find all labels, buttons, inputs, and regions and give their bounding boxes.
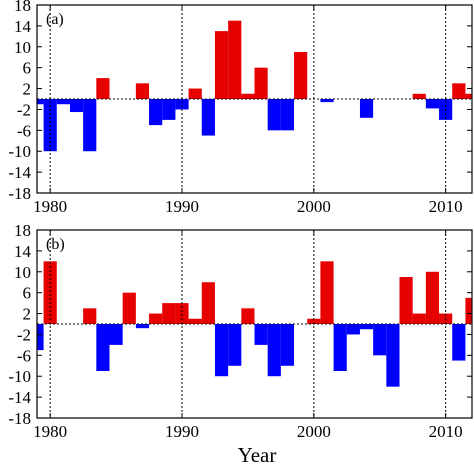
y-tick-label: 2 <box>23 305 32 324</box>
bar-1993 <box>214 31 229 99</box>
bar-2011 <box>452 83 466 99</box>
y-tick-label: -18 <box>8 184 31 203</box>
bar-1995 <box>241 308 255 324</box>
y-tick-label: 14 <box>14 242 32 261</box>
x-tick-label: 2010 <box>429 422 463 441</box>
bar-1987 <box>135 324 150 329</box>
y-tick-label: 6 <box>23 59 32 78</box>
bar-1982 <box>69 99 84 113</box>
bar-2007 <box>399 277 413 324</box>
x-tick-label: 2010 <box>429 197 463 216</box>
y-tick-label: -14 <box>8 163 31 182</box>
bar-2002 <box>333 324 347 371</box>
y-tick-label: 14 <box>14 17 32 36</box>
bar-2011 <box>452 324 466 361</box>
bar-1984 <box>96 324 110 371</box>
bar-1985 <box>109 324 123 345</box>
bar-2004 <box>359 324 374 330</box>
bar-1989 <box>162 99 176 120</box>
bar-2000 <box>307 318 321 324</box>
bar-1997 <box>267 324 281 377</box>
y-tick-label: 6 <box>23 284 32 303</box>
y-tick-label: -6 <box>17 346 31 365</box>
y-tick-label: 2 <box>23 80 32 99</box>
y-tick-label: -2 <box>17 100 31 119</box>
bar-1983 <box>83 308 97 324</box>
y-tick-label: -2 <box>17 325 31 344</box>
bar-2001 <box>320 99 334 103</box>
x-tick-label: 1990 <box>165 197 199 216</box>
bar-1990 <box>175 303 189 324</box>
y-tick-label: 18 <box>14 0 31 15</box>
bar-1983 <box>83 99 97 152</box>
y-tick-label: -10 <box>8 367 31 386</box>
x-tick-label: 1980 <box>33 197 67 216</box>
bar-1990 <box>175 99 189 110</box>
bar-1991 <box>188 88 202 99</box>
y-tick-label: 10 <box>14 263 31 282</box>
bar-1994 <box>228 20 242 100</box>
bar-1995 <box>241 93 255 99</box>
bar-1979 <box>37 324 44 351</box>
bar-2004 <box>359 99 374 118</box>
y-tick-label: -6 <box>17 121 31 140</box>
x-tick-label: 2000 <box>297 422 331 441</box>
bar-2008 <box>412 313 426 324</box>
bar-1994 <box>228 324 242 366</box>
x-tick-label: 1990 <box>165 422 199 441</box>
bar-1986 <box>122 292 136 324</box>
panel-label: (a) <box>46 11 64 28</box>
bar-1999 <box>294 52 308 99</box>
bar-2012 <box>465 297 472 324</box>
bar-1998 <box>280 99 295 131</box>
bar-2012 <box>465 93 472 99</box>
bar-1980 <box>43 261 57 324</box>
y-tick-label: -10 <box>8 142 31 161</box>
bar-2006 <box>386 324 400 387</box>
bar-1979 <box>37 99 44 105</box>
bar-1998 <box>280 324 295 366</box>
bar-2005 <box>373 324 387 356</box>
y-tick-label: 18 <box>14 221 31 240</box>
y-tick-label: -18 <box>8 409 31 428</box>
x-tick-label: 1980 <box>33 422 67 441</box>
bar-1997 <box>267 99 281 131</box>
bar-1996 <box>254 324 268 345</box>
bar-2009 <box>425 271 440 324</box>
x-axis-label: Year <box>238 443 277 467</box>
x-tick-label: 2000 <box>297 197 331 216</box>
bar-2001 <box>320 261 334 324</box>
bar-1992 <box>201 282 215 324</box>
plot-frame <box>36 229 473 419</box>
bar-2008 <box>412 93 426 99</box>
y-tick-label: 10 <box>14 38 31 57</box>
bar-1992 <box>201 99 215 136</box>
bar-1981 <box>56 99 70 105</box>
panel-label: (b) <box>46 236 65 253</box>
bar-1991 <box>188 318 202 324</box>
bar-1988 <box>149 99 163 126</box>
bar-2009 <box>425 99 440 109</box>
bar-2003 <box>346 324 360 335</box>
bar-1993 <box>214 324 229 377</box>
bar-1984 <box>96 78 110 99</box>
bar-1987 <box>135 83 150 99</box>
bar-1989 <box>162 303 176 324</box>
bar-1988 <box>149 313 163 324</box>
bar-1996 <box>254 67 268 99</box>
plot-frame <box>36 4 473 194</box>
y-tick-label: -14 <box>8 388 31 407</box>
